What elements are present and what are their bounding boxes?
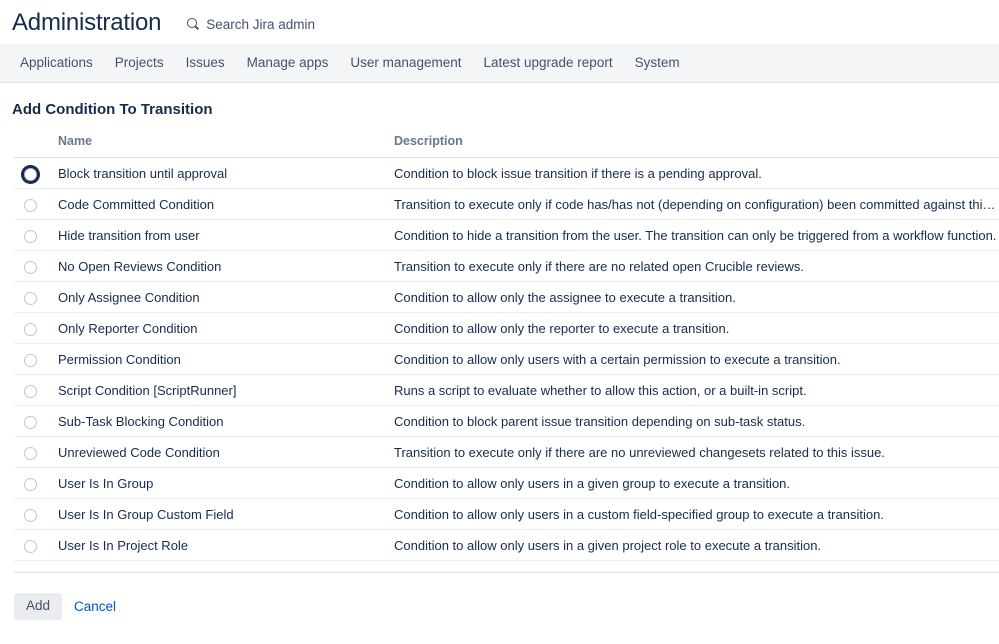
row-select-cell[interactable]: [14, 374, 58, 406]
condition-radio-button[interactable]: [24, 291, 37, 305]
condition-name: Sub-Task Blocking Condition: [58, 405, 394, 437]
condition-radio-button[interactable]: [24, 260, 37, 274]
column-header-select: [14, 128, 58, 158]
nav-item-applications[interactable]: Applications: [20, 55, 93, 70]
condition-description: Condition to allow only the assignee to …: [394, 281, 999, 313]
row-select-cell[interactable]: [14, 405, 58, 437]
row-select-cell[interactable]: [14, 281, 58, 313]
condition-name: Block transition until approval: [58, 157, 394, 189]
condition-name: User Is In Group Custom Field: [58, 498, 394, 530]
table-body: Block transition until approval Condition…: [14, 157, 999, 561]
condition-name: User Is In Project Role: [58, 529, 394, 561]
condition-name: Only Assignee Condition: [58, 281, 394, 313]
row-select-cell[interactable]: [14, 529, 58, 561]
table-row[interactable]: Sub-Task Blocking Condition Condition to …: [14, 405, 999, 437]
row-select-cell[interactable]: [14, 157, 58, 189]
cancel-link[interactable]: Cancel: [74, 598, 117, 614]
table-row[interactable]: Only Reporter Condition Condition to allo…: [14, 312, 999, 344]
add-button[interactable]: Add: [14, 593, 63, 620]
nav-item-projects[interactable]: Projects: [114, 55, 164, 70]
table-row[interactable]: Hide transition from user Condition to hi…: [14, 219, 999, 251]
table-header-row: Name Description: [14, 128, 999, 158]
condition-radio-button[interactable]: [24, 322, 37, 336]
table-row[interactable]: Permission Condition Condition to allow o…: [14, 343, 999, 375]
admin-header: Administration Search Jira admin: [0, 0, 999, 44]
row-select-cell[interactable]: [14, 219, 58, 251]
condition-description: Condition to allow only users in a given…: [394, 529, 999, 561]
condition-description: Transition to execute only if there are …: [394, 250, 999, 282]
row-select-cell[interactable]: [14, 436, 58, 468]
condition-description: Condition to allow only users with a cer…: [394, 343, 999, 375]
table-row[interactable]: Unreviewed Code Condition Transition to e…: [14, 436, 999, 468]
column-header-description: Description: [394, 128, 999, 158]
condition-name: Script Condition [ScriptRunner]: [58, 374, 394, 406]
condition-radio-button[interactable]: [24, 508, 37, 522]
main-content: Add Condition To Transition Name Descrip…: [0, 83, 999, 620]
condition-name: No Open Reviews Condition: [58, 250, 394, 282]
form-actions: Add Cancel: [0, 573, 999, 620]
condition-description: Condition to allow only the reporter to …: [394, 312, 999, 344]
condition-name: User Is In Group: [58, 467, 394, 499]
condition-description: Transition to execute only if code has/h…: [394, 188, 999, 220]
condition-name: Permission Condition: [58, 343, 394, 375]
nav-item-issues[interactable]: Issues: [185, 55, 225, 70]
table-row[interactable]: Script Condition [ScriptRunner] Runs a sc…: [14, 374, 999, 406]
table-row[interactable]: No Open Reviews Condition Transition to e…: [14, 250, 999, 282]
nav-item-manage-apps[interactable]: Manage apps: [246, 55, 329, 70]
row-select-cell[interactable]: [14, 250, 58, 282]
condition-name: Unreviewed Code Condition: [58, 436, 394, 468]
condition-radio-button[interactable]: [24, 229, 37, 243]
nav-item-system[interactable]: System: [634, 55, 680, 70]
condition-description: Condition to allow only users in a given…: [394, 467, 999, 499]
condition-description: Condition to block issue transition if t…: [394, 157, 999, 189]
condition-description: Condition to block parent issue transiti…: [394, 405, 999, 437]
condition-description: Runs a script to evaluate whether to all…: [394, 374, 999, 406]
search-jira-admin-button[interactable]: Search Jira admin: [187, 13, 315, 32]
condition-name: Only Reporter Condition: [58, 312, 394, 344]
condition-radio-button[interactable]: [24, 415, 37, 429]
row-select-cell[interactable]: [14, 188, 58, 220]
conditions-table: Name Description Block transition until …: [14, 128, 999, 561]
condition-radio-button[interactable]: [24, 477, 37, 491]
nav-item-user-management[interactable]: User management: [350, 55, 462, 70]
table-row[interactable]: User Is In Group Custom Field Condition t…: [14, 498, 999, 530]
condition-radio-button[interactable]: [24, 198, 37, 212]
condition-radio-button[interactable]: [24, 353, 37, 367]
condition-radio-button[interactable]: [24, 384, 37, 398]
table-row[interactable]: User Is In Group Condition to allow only …: [14, 467, 999, 499]
row-select-cell[interactable]: [14, 498, 58, 530]
row-select-cell[interactable]: [14, 312, 58, 344]
page-heading-administration: Administration: [12, 9, 162, 36]
condition-radio-button[interactable]: [24, 539, 37, 553]
condition-name: Hide transition from user: [58, 219, 394, 251]
column-header-name: Name: [58, 128, 394, 158]
condition-description: Condition to allow only users in a custo…: [394, 498, 999, 530]
row-select-cell[interactable]: [14, 467, 58, 499]
search-icon: [187, 17, 200, 31]
condition-radio-button[interactable]: [24, 167, 37, 181]
condition-description: Transition to execute only if there are …: [394, 436, 999, 468]
table-row[interactable]: User Is In Project Role Condition to allo…: [14, 529, 999, 561]
nav-item-latest-upgrade-report[interactable]: Latest upgrade report: [483, 55, 613, 70]
search-label: Search Jira admin: [206, 16, 316, 32]
row-select-cell[interactable]: [14, 343, 58, 375]
table-row[interactable]: Code Committed Condition Transition to ex…: [14, 188, 999, 220]
table-bottom-divider: [14, 572, 999, 573]
condition-radio-button[interactable]: [24, 446, 37, 460]
page-title: Add Condition To Transition: [12, 101, 213, 118]
condition-description: Condition to hide a transition from the …: [394, 219, 999, 251]
admin-nav-bar: Applications Projects Issues Manage apps Use…: [0, 44, 999, 83]
condition-name: Code Committed Condition: [58, 188, 394, 220]
table-row[interactable]: Block transition until approval Condition…: [14, 157, 999, 189]
table-row[interactable]: Only Assignee Condition Condition to allo…: [14, 281, 999, 313]
table-head: Name Description: [14, 128, 999, 158]
